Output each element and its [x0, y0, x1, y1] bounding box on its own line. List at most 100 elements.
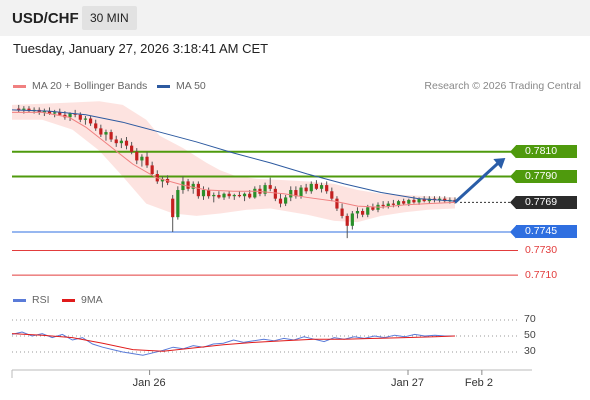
candle-body [17, 108, 21, 110]
candle-body [273, 188, 277, 199]
candle-body [217, 194, 221, 198]
candle-body [381, 204, 385, 207]
candle-body [335, 198, 339, 209]
candle-body [207, 190, 211, 197]
candle-body [109, 132, 113, 140]
candle-body [396, 201, 401, 205]
x-tick-label: Jan 26 [132, 377, 166, 389]
chart-header: USD/CHF 30 MIN [0, 0, 590, 36]
candle-body [268, 185, 272, 189]
candle-body [309, 183, 313, 192]
legend-ma20-label: MA 20 + Bollinger Bands [32, 80, 148, 92]
candle-body [27, 108, 31, 112]
candle-body [145, 156, 149, 166]
level-tag-pointer [510, 169, 516, 183]
candle-body [150, 165, 154, 174]
legend-ma20-swatch [13, 84, 26, 88]
candle-body [104, 132, 108, 135]
candle-body [253, 188, 257, 198]
level-tag-pointer [510, 225, 516, 239]
candle-body [294, 190, 298, 197]
level-tag-0.7730: 0.7730 [525, 243, 558, 256]
candle-body [171, 198, 175, 218]
level-tag-pointer [510, 195, 516, 209]
legend-9ma-swatch [62, 298, 75, 302]
x-tick-label: Feb 2 [464, 377, 493, 389]
candle-body [191, 183, 195, 189]
candle-body [417, 198, 421, 203]
legend-rsi: RSI [13, 294, 50, 306]
bollinger-band [12, 101, 455, 223]
candle-body [181, 181, 185, 191]
chart-datetime: Tuesday, January 27, 2026 3:18:41 AM CET [13, 41, 269, 56]
candle-body [53, 112, 57, 114]
candle-body [366, 207, 370, 215]
forecast-arrow-shaft [453, 160, 501, 204]
rsi-panel [11, 319, 518, 356]
level-tag-0.7769: 0.7769 [516, 195, 577, 209]
ma50-line [11, 109, 456, 202]
legend-ma50: MA 50 [157, 80, 206, 92]
rsi-tick-label: 70 [524, 313, 536, 325]
candle-body [319, 185, 324, 189]
candle-body [330, 191, 334, 199]
legend-rsi-label: RSI [32, 294, 50, 306]
candle-body [361, 211, 365, 215]
candle-body [78, 114, 82, 120]
symbol-label: USD/CHF [12, 10, 79, 27]
candle-body [242, 193, 247, 197]
candle-body [114, 139, 118, 144]
x-tick-label: Jan 27 [391, 377, 425, 389]
level-tag-0.7790: 0.7790 [516, 169, 577, 183]
legend-ma50-swatch [157, 84, 170, 88]
candle-body [160, 178, 165, 182]
ma20-line [12, 111, 456, 208]
time-axis [11, 369, 532, 378]
candle-body [289, 190, 293, 198]
candle-body [278, 198, 283, 204]
candle-body [88, 118, 93, 124]
candle-body [443, 198, 447, 202]
candle-body [140, 156, 144, 161]
forecast-arrow-head [493, 157, 506, 169]
legend-ma20: MA 20 + Bollinger Bands [13, 80, 147, 92]
candle-body [237, 194, 242, 197]
candle-body [58, 112, 62, 115]
candle-body [124, 140, 129, 146]
candle-body [119, 140, 123, 144]
candle-body [222, 193, 226, 198]
candle-body [284, 197, 288, 204]
legend-rsi-swatch [13, 298, 26, 302]
candle-body [314, 183, 319, 189]
candle-body [186, 181, 190, 189]
candle-body [386, 203, 390, 207]
candle-body [407, 199, 411, 204]
copyright-text: Research © 2026 Trading Central [424, 80, 581, 92]
candle-body [355, 211, 360, 214]
candle-body [371, 207, 375, 210]
rsi-9ma-line [11, 333, 456, 352]
candle-body [212, 194, 216, 197]
candle-body [304, 187, 308, 192]
timeframe-button[interactable]: 30 MIN [82, 6, 137, 30]
candle-body [345, 215, 349, 226]
candle-body [47, 111, 52, 114]
candle-body [412, 199, 416, 203]
rsi-tick-label: 50 [524, 329, 536, 341]
price-panel [11, 101, 518, 276]
candle-body [227, 193, 231, 197]
candle-body [201, 190, 206, 197]
legend-ma50-label: MA 50 [176, 80, 206, 92]
candle-body [176, 190, 180, 218]
level-tag-pointer [510, 145, 516, 159]
rsi-tick-label: 30 [524, 345, 536, 357]
candle-body [391, 203, 396, 205]
candle-body [325, 185, 329, 192]
candle-body [99, 128, 103, 135]
candle-body [263, 185, 267, 194]
candle-body [232, 194, 236, 197]
candle-body [422, 198, 426, 202]
candle-body [340, 208, 344, 216]
candle-body [94, 123, 98, 129]
